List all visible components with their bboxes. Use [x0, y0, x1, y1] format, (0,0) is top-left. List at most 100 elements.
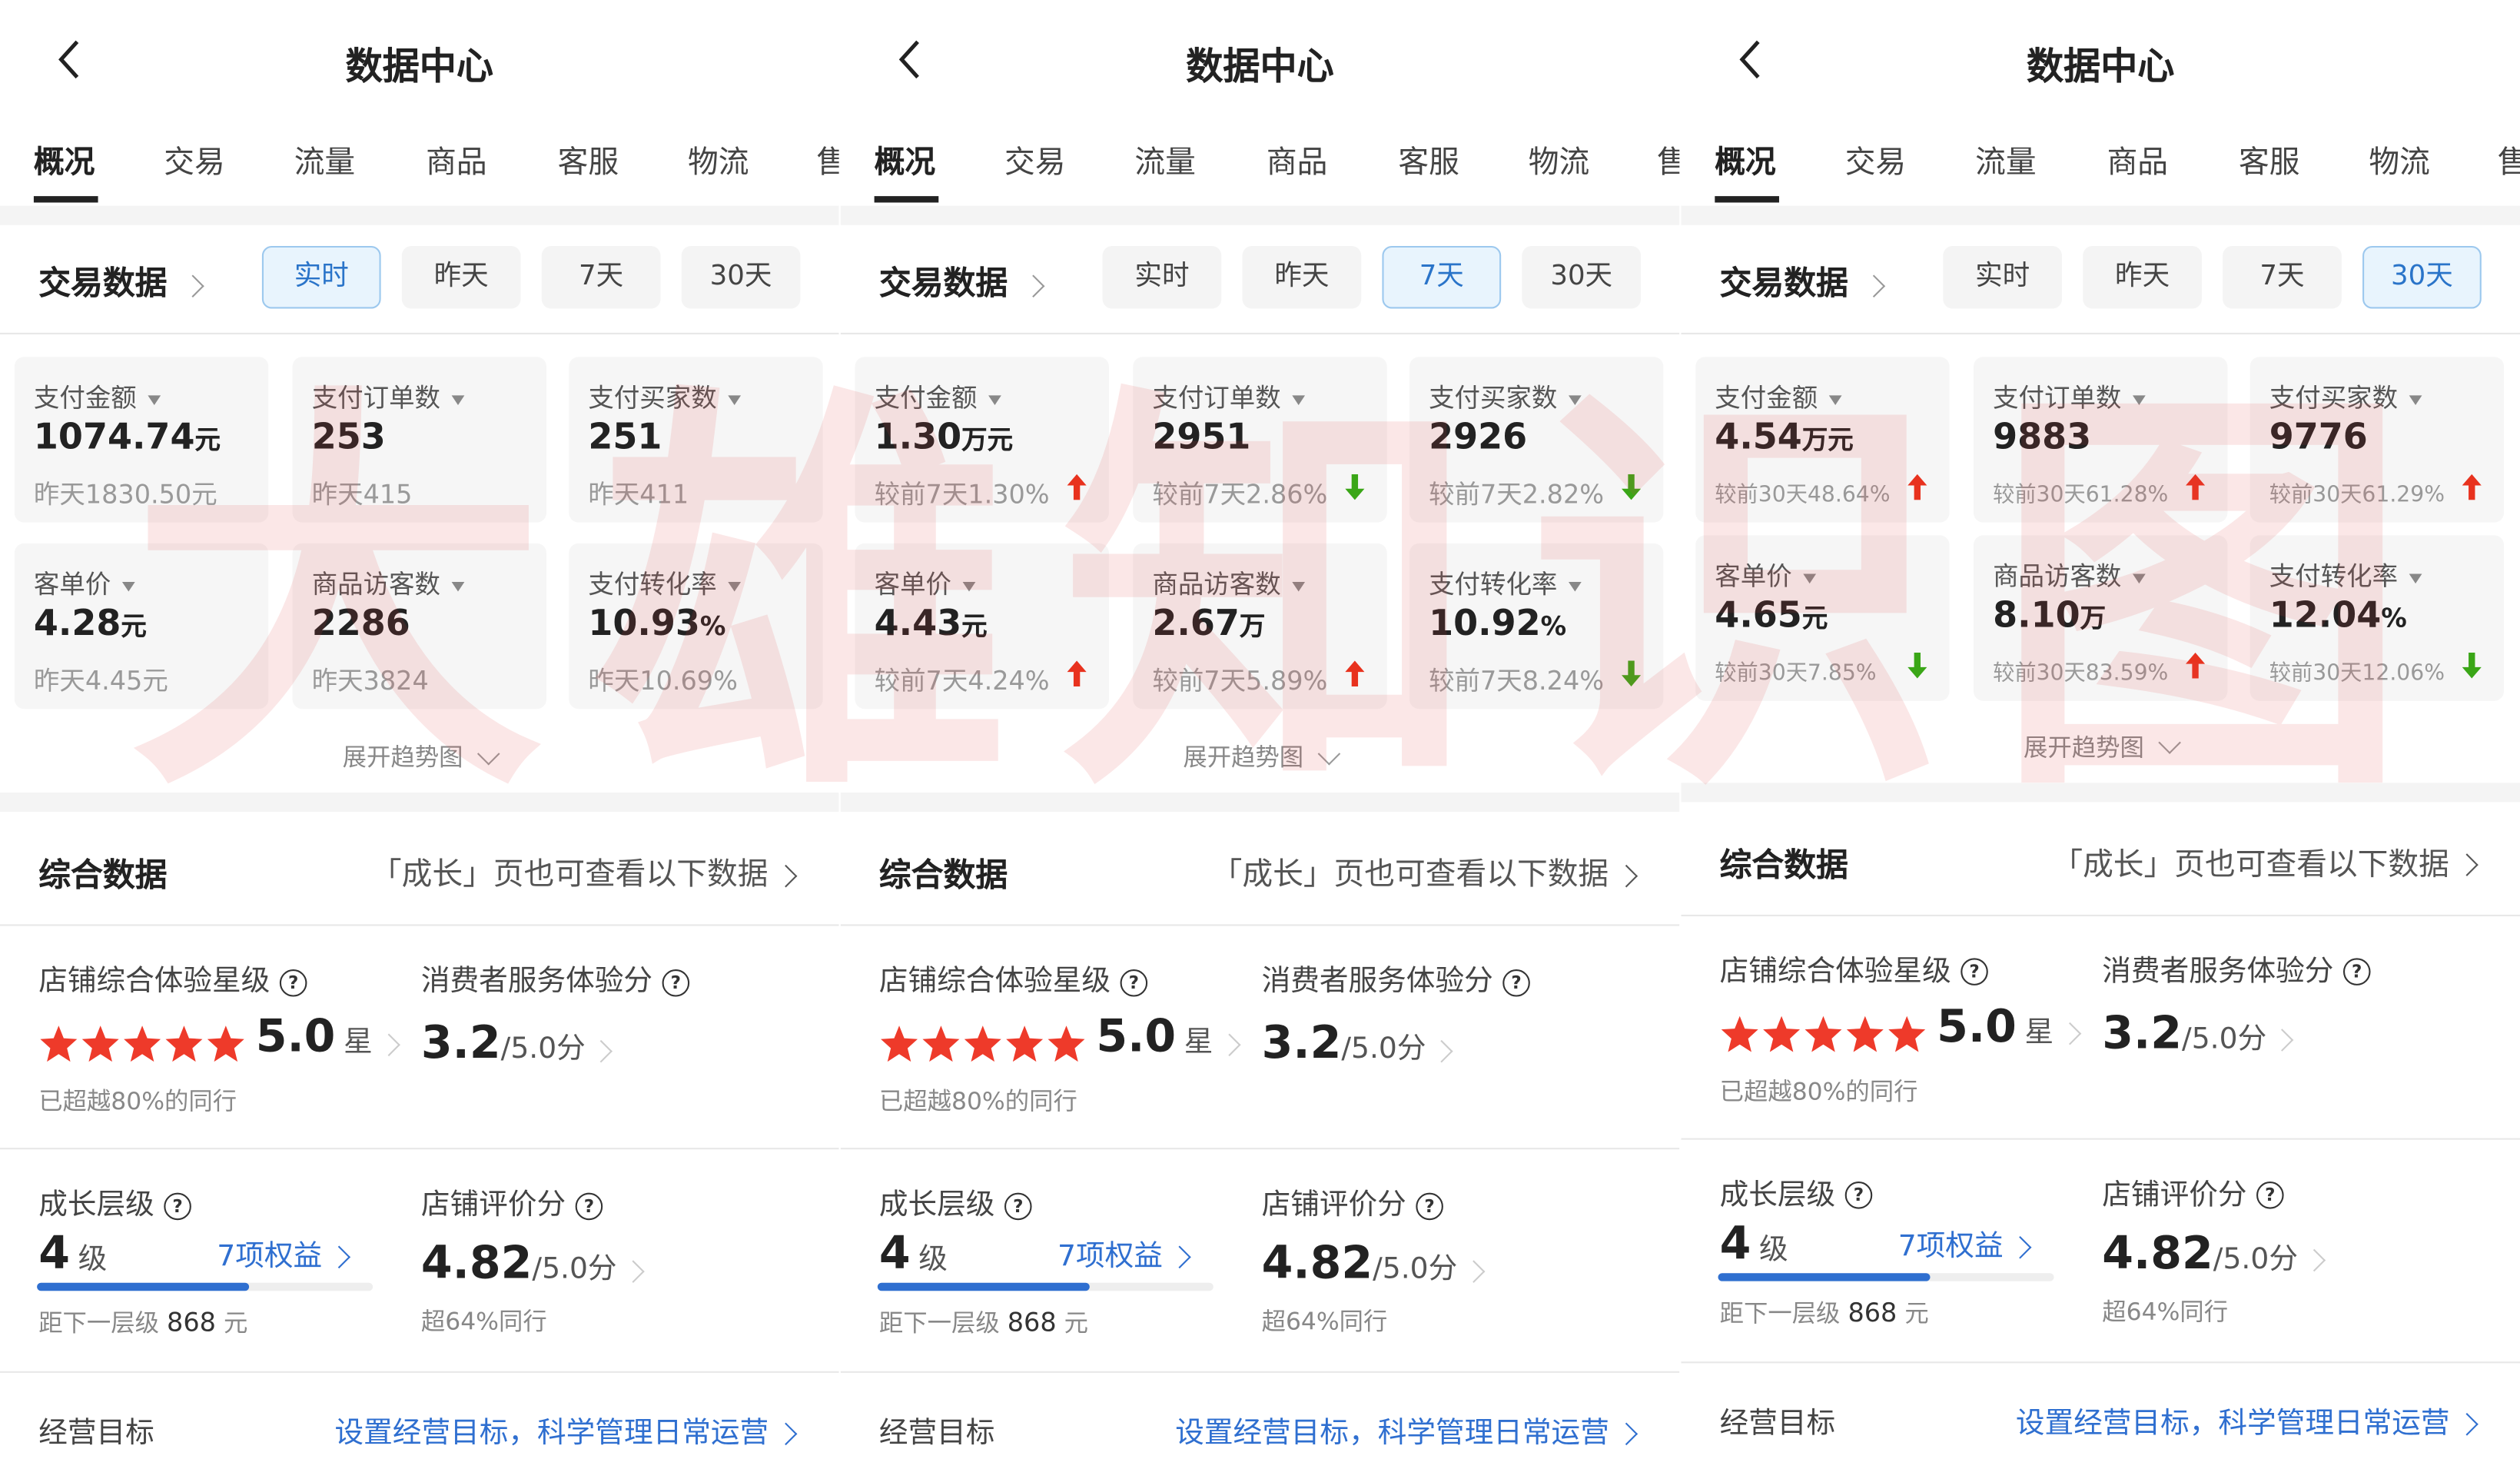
tab-5[interactable]: 物流	[688, 145, 749, 181]
help-icon[interactable]: ?	[1502, 968, 1530, 996]
range-button[interactable]: 7天	[1382, 245, 1502, 309]
dropdown-triangle-icon[interactable]	[1569, 394, 1582, 404]
dropdown-triangle-icon[interactable]	[728, 394, 742, 404]
range-button[interactable]: 30天	[2362, 245, 2482, 309]
metric-card[interactable]: 支付订单数 253 昨天415	[292, 357, 547, 523]
expand-trend-button[interactable]: 展开趋势图	[1681, 729, 2520, 763]
tab-2[interactable]: 流量	[294, 145, 356, 181]
service-score-value[interactable]: 3.2/5.0分	[2102, 1005, 2295, 1059]
dropdown-triangle-icon[interactable]	[148, 394, 161, 404]
dropdown-triangle-icon[interactable]	[2133, 394, 2146, 404]
dropdown-triangle-icon[interactable]	[1828, 394, 1842, 404]
dropdown-triangle-icon[interactable]	[728, 580, 742, 591]
help-icon[interactable]: ?	[1844, 1182, 1873, 1209]
tab-5[interactable]: 物流	[2369, 145, 2430, 181]
help-icon[interactable]: ?	[2342, 958, 2371, 985]
range-button[interactable]: 昨天	[2083, 245, 2202, 309]
trade-data-title[interactable]: 交易数据	[1720, 258, 1886, 304]
tab-3[interactable]: 商品	[2107, 145, 2169, 181]
dropdown-triangle-icon[interactable]	[962, 580, 976, 591]
metric-card[interactable]: 支付买家数 9776 较前30天61.29%	[2249, 357, 2505, 523]
help-icon[interactable]: ?	[279, 968, 307, 996]
metric-card[interactable]: 支付金额 4.54万元 较前30天48.64%	[1695, 357, 1950, 523]
growth-page-link[interactable]: 「成长」页也可查看以下数据	[2052, 840, 2478, 883]
metric-card[interactable]: 客单价 4.65元 较前30天7.85%	[1695, 535, 1950, 701]
review-score-value[interactable]: 4.82/5.0分	[1262, 1236, 1486, 1289]
range-button[interactable]: 实时	[261, 245, 381, 309]
set-goal-link[interactable]: 设置经营目标，科学管理日常运营	[1175, 1410, 1638, 1451]
tab-2[interactable]: 流量	[1975, 145, 2037, 181]
dropdown-triangle-icon[interactable]	[451, 394, 465, 404]
metric-card[interactable]: 支付订单数 9883 较前30天61.28%	[1973, 357, 2228, 523]
dropdown-triangle-icon[interactable]	[451, 580, 465, 591]
expand-trend-button[interactable]: 展开趋势图	[841, 740, 1680, 773]
range-button[interactable]: 实时	[1102, 245, 1222, 309]
tab-0[interactable]: 概况	[33, 145, 95, 181]
dropdown-triangle-icon[interactable]	[988, 394, 1001, 404]
dropdown-triangle-icon[interactable]	[1803, 573, 1817, 583]
range-button[interactable]: 实时	[1943, 245, 2063, 309]
benefits-link[interactable]: 7项权益	[1057, 1233, 1192, 1275]
trade-data-title[interactable]: 交易数据	[879, 258, 1045, 304]
help-icon[interactable]: ?	[2256, 1182, 2284, 1209]
dropdown-triangle-icon[interactable]	[2133, 573, 2146, 583]
help-icon[interactable]: ?	[1004, 1192, 1032, 1220]
back-chevron-icon[interactable]	[48, 35, 90, 84]
range-button[interactable]: 30天	[681, 245, 801, 309]
range-button[interactable]: 7天	[541, 245, 661, 309]
review-score-value[interactable]: 4.82/5.0分	[2102, 1226, 2326, 1279]
tab-4[interactable]: 客服	[1398, 145, 1459, 181]
dropdown-triangle-icon[interactable]	[121, 580, 135, 591]
metric-card[interactable]: 支付买家数 251 昨天411	[569, 357, 823, 523]
tab-1[interactable]: 交易	[164, 145, 225, 181]
star-rating-value[interactable]: 5.0 星	[38, 1009, 400, 1064]
tab-2[interactable]: 流量	[1134, 145, 1196, 181]
range-button[interactable]: 昨天	[1242, 245, 1362, 309]
help-icon[interactable]: ?	[575, 1192, 603, 1220]
tab-3[interactable]: 商品	[1266, 145, 1328, 181]
tab-0[interactable]: 概况	[874, 145, 936, 181]
range-button[interactable]: 30天	[1522, 245, 1642, 309]
tab-6[interactable]: 售	[816, 138, 838, 181]
expand-trend-button[interactable]: 展开趋势图	[0, 740, 839, 773]
dropdown-triangle-icon[interactable]	[2409, 394, 2422, 404]
help-icon[interactable]: ?	[1416, 1192, 1443, 1220]
range-button[interactable]: 7天	[2223, 245, 2342, 309]
benefits-link[interactable]: 7项权益	[217, 1233, 351, 1275]
review-score-value[interactable]: 4.82/5.0分	[421, 1236, 645, 1289]
star-rating-value[interactable]: 5.0 星	[1720, 999, 2082, 1054]
metric-card[interactable]: 支付金额 1.30万元 较前7天1.30%	[855, 357, 1109, 523]
set-goal-link[interactable]: 设置经营目标，科学管理日常运营	[2016, 1399, 2478, 1441]
tab-6[interactable]: 售	[1657, 138, 1679, 181]
metric-card[interactable]: 商品访客数 8.10万 较前30天83.59%	[1973, 535, 2228, 701]
dropdown-triangle-icon[interactable]	[1292, 394, 1306, 404]
service-score-value[interactable]: 3.2/5.0分	[421, 1016, 613, 1069]
metric-card[interactable]: 支付订单数 2951 较前7天2.86%	[1133, 357, 1387, 523]
metric-card[interactable]: 商品访客数 2286 昨天3824	[292, 543, 547, 710]
star-rating-value[interactable]: 5.0 星	[879, 1009, 1241, 1064]
tab-3[interactable]: 商品	[426, 145, 487, 181]
dropdown-triangle-icon[interactable]	[2409, 573, 2422, 583]
help-icon[interactable]: ?	[1120, 968, 1148, 996]
metric-card[interactable]: 支付金额 1074.74元 昨天1830.50元	[14, 357, 269, 523]
tab-1[interactable]: 交易	[1004, 145, 1066, 181]
tab-4[interactable]: 客服	[2239, 145, 2300, 181]
tab-5[interactable]: 物流	[1528, 145, 1590, 181]
metric-card[interactable]: 支付买家数 2926 较前7天2.82%	[1409, 357, 1664, 523]
growth-page-link[interactable]: 「成长」页也可查看以下数据	[1212, 850, 1638, 893]
tab-4[interactable]: 客服	[557, 145, 619, 181]
help-icon[interactable]: ?	[164, 1192, 191, 1220]
help-icon[interactable]: ?	[1961, 958, 1988, 985]
back-chevron-icon[interactable]	[1729, 35, 1771, 84]
service-score-value[interactable]: 3.2/5.0分	[1262, 1016, 1454, 1069]
metric-card[interactable]: 商品访客数 2.67万 较前7天5.89%	[1133, 543, 1387, 710]
tab-6[interactable]: 售	[2498, 138, 2520, 181]
tab-0[interactable]: 概况	[1715, 145, 1776, 181]
metric-card[interactable]: 支付转化率 10.93% 昨天10.69%	[569, 543, 823, 710]
tab-1[interactable]: 交易	[1844, 145, 1907, 181]
range-button[interactable]: 昨天	[401, 245, 521, 309]
metric-card[interactable]: 支付转化率 10.92% 较前7天8.24%	[1409, 543, 1664, 710]
help-icon[interactable]: ?	[662, 968, 690, 996]
trade-data-title[interactable]: 交易数据	[38, 258, 204, 304]
benefits-link[interactable]: 7项权益	[1898, 1222, 2032, 1264]
